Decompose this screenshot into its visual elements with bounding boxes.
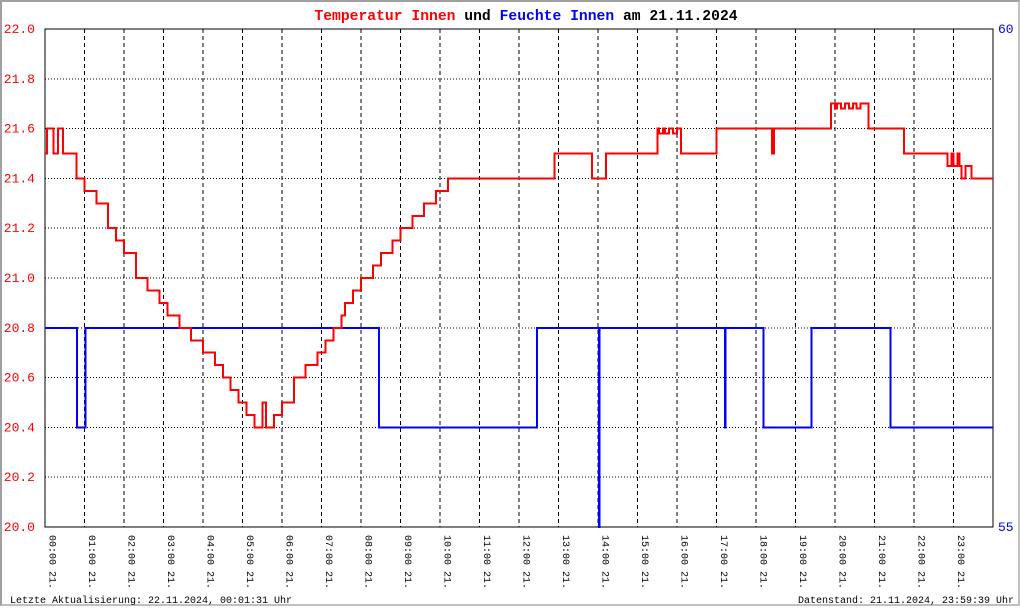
- svg-text:20.4: 20.4: [4, 420, 35, 435]
- svg-text:07:00 21.: 07:00 21.: [322, 535, 333, 589]
- svg-text:06:00 21.: 06:00 21.: [283, 535, 294, 589]
- svg-text:21.4: 21.4: [4, 171, 35, 186]
- svg-text:60: 60: [998, 22, 1014, 37]
- svg-text:15:00 21.: 15:00 21.: [638, 535, 649, 589]
- svg-text:Datenstand: 21.11.2024, 23:59:: Datenstand: 21.11.2024, 23:59:39 Uhr: [798, 595, 1014, 607]
- svg-text:14:00 21.: 14:00 21.: [599, 535, 610, 589]
- svg-text:02:00 21.: 02:00 21.: [125, 535, 136, 589]
- svg-text:16:00 21.: 16:00 21.: [678, 535, 689, 589]
- svg-text:20.8: 20.8: [4, 321, 35, 336]
- svg-text:11:00 21.: 11:00 21.: [480, 535, 491, 589]
- svg-text:01:00 21.: 01:00 21.: [85, 535, 96, 589]
- svg-text:22:00 21.: 22:00 21.: [915, 535, 926, 589]
- svg-text:21.2: 21.2: [4, 221, 35, 236]
- svg-text:03:00 21.: 03:00 21.: [164, 535, 175, 589]
- svg-text:08:00 21.: 08:00 21.: [362, 535, 373, 589]
- svg-text:13:00 21.: 13:00 21.: [559, 535, 570, 589]
- svg-text:09:00 21.: 09:00 21.: [401, 535, 412, 589]
- svg-text:18:00 21.: 18:00 21.: [757, 535, 768, 589]
- svg-text:19:00 21.: 19:00 21.: [796, 535, 807, 589]
- svg-text:12:00 21.: 12:00 21.: [520, 535, 531, 589]
- svg-text:20.6: 20.6: [4, 371, 35, 386]
- svg-text:21.0: 21.0: [4, 271, 35, 286]
- svg-text:23:00 21.: 23:00 21.: [954, 535, 965, 589]
- svg-text:21.6: 21.6: [4, 122, 35, 137]
- svg-text:20:00 21.: 20:00 21.: [836, 535, 847, 589]
- svg-text:55: 55: [998, 520, 1014, 535]
- svg-text:10:00 21.: 10:00 21.: [441, 535, 452, 589]
- svg-text:Letzte Aktualisierung: 22.11.2: Letzte Aktualisierung: 22.11.2024, 00:01…: [10, 595, 292, 607]
- svg-text:05:00 21.: 05:00 21.: [243, 535, 254, 589]
- svg-text:17:00 21.: 17:00 21.: [717, 535, 728, 589]
- svg-text:04:00 21.: 04:00 21.: [204, 535, 215, 589]
- svg-text:20.2: 20.2: [4, 470, 35, 485]
- svg-text:22.0: 22.0: [4, 22, 35, 37]
- svg-text:21:00 21.: 21:00 21.: [875, 535, 886, 589]
- svg-text:00:00 21.: 00:00 21.: [46, 535, 57, 589]
- svg-text:20.0: 20.0: [4, 520, 35, 535]
- svg-text:21.8: 21.8: [4, 72, 35, 87]
